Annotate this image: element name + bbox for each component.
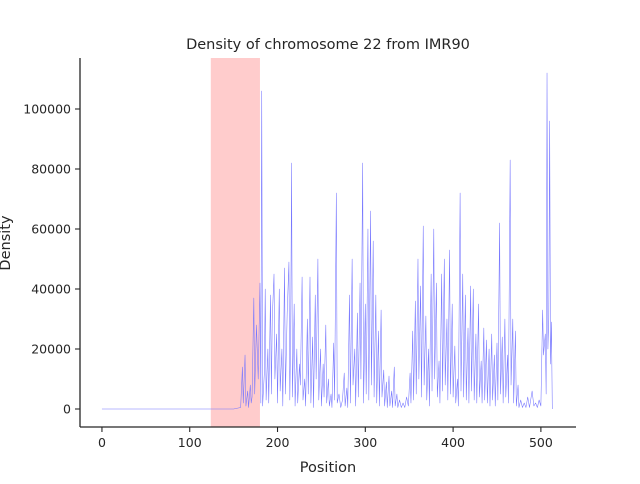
- y-tick-label: 100000: [23, 102, 71, 117]
- y-tick-label: 20000: [31, 342, 71, 357]
- y-tick-label: 0: [63, 402, 71, 417]
- y-tick-label: 60000: [31, 222, 71, 237]
- x-tick-label: 400: [441, 435, 465, 450]
- x-tick-label: 100: [178, 435, 202, 450]
- x-tick-label: 300: [353, 435, 377, 450]
- density-line-series-0: [101, 72, 553, 410]
- x-tick-label: 500: [529, 435, 553, 450]
- highlight-region: [210, 58, 260, 427]
- x-tick-label: 0: [98, 435, 106, 450]
- y-axis-label: Density: [0, 215, 14, 271]
- x-axis-label: Position: [300, 460, 356, 476]
- y-tick-label: 40000: [31, 282, 71, 297]
- x-tick-label: 200: [266, 435, 290, 450]
- y-tick-label: 80000: [31, 162, 71, 177]
- chart-title: Density of chromosome 22 from IMR90: [186, 37, 470, 53]
